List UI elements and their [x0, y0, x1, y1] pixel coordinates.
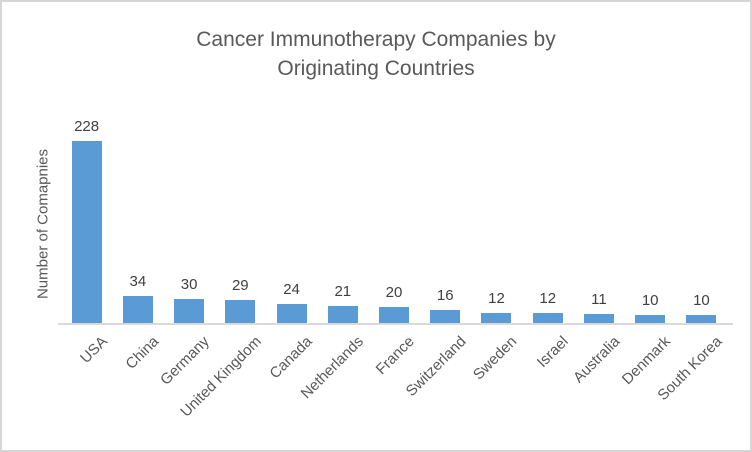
bar-value-label: 34 [129, 273, 147, 290]
bar-value-label: 228 [74, 118, 100, 135]
bar-value-label: 12 [539, 290, 557, 307]
bar [225, 300, 256, 323]
x-axis-label: Canada [266, 333, 316, 383]
plot-area: 228 USA 34 China 30 Germany 29 United Kingdom 24… [58, 118, 733, 420]
bar [122, 296, 153, 323]
bar-value-label: 11 [591, 291, 607, 308]
y-axis-title: Number of Comapnies [34, 148, 52, 300]
bar-column: 21 Netherlands [298, 141, 368, 402]
bar-value-label: 30 [180, 276, 198, 293]
bar-columns: 228 USA 34 China 30 Germany 29 United Kingdom 24… [61, 118, 727, 420]
bar-column: 12 Israel [522, 141, 573, 371]
bar [174, 299, 205, 323]
bar [481, 313, 512, 323]
bar [276, 304, 307, 323]
bar-column: 10 South Korea [654, 141, 727, 404]
bar [686, 315, 717, 323]
bar-column: 16 Switzerland [402, 141, 471, 400]
bar-column: 20 France [368, 141, 419, 378]
bar-value-label: 20 [385, 284, 403, 301]
x-axis-label: France [373, 333, 419, 379]
x-axis-label: China [122, 333, 162, 373]
bar [583, 314, 614, 323]
bar-value-label: 12 [488, 290, 505, 307]
bar-column: 11 Australia [570, 141, 624, 386]
bar-value-label: 10 [693, 292, 710, 309]
x-axis-label: Israel [533, 333, 572, 371]
bar-column: 228 USA [61, 118, 112, 367]
chart-title: Cancer Immunotherapy Companies by Origin… [2, 26, 750, 84]
bar-column: 34 China [112, 141, 163, 373]
bar [327, 306, 358, 323]
bar-value-label: 24 [283, 281, 300, 298]
bar-column: 24 Canada [266, 141, 317, 382]
x-axis-label: Sweden [470, 333, 521, 384]
bar-column: 29 United Kingdom [177, 141, 266, 420]
chart-title-line-2: Originating Countries [277, 56, 475, 80]
bar-column: 10 Denmark [619, 141, 676, 388]
x-axis-label: Australia [569, 333, 623, 387]
bar-value-label: 16 [436, 287, 454, 304]
bar-value-label: 21 [334, 283, 352, 300]
chart-title-line-1: Cancer Immunotherapy Companies by [196, 28, 556, 51]
bar [532, 313, 563, 323]
x-axis-line [58, 323, 733, 325]
bar [635, 315, 666, 323]
bar-value-label: 10 [641, 292, 659, 309]
bar [71, 141, 102, 323]
bar-value-label: 29 [231, 277, 249, 294]
x-axis-label: USA [76, 333, 111, 367]
bar-column: 30 Germany [157, 141, 214, 389]
bar-column: 12 Sweden [470, 141, 522, 383]
bar [379, 307, 410, 323]
bar [430, 310, 461, 323]
